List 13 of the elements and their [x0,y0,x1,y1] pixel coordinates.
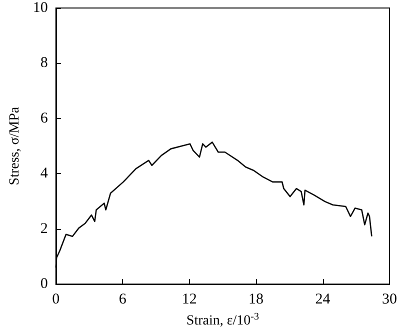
y-tick-label: 4 [40,166,48,182]
x-tick-label: 30 [382,292,397,308]
x-tick-label: 6 [118,292,127,308]
x-tick-label: 24 [315,292,331,308]
y-tick-label: 2 [40,220,48,237]
y-tick-label: 0 [40,276,48,292]
y-tick-label: 8 [40,55,48,72]
x-tick-label: 0 [52,292,60,308]
y-axis-title: Stress, σ/MPa [8,106,22,186]
x-tick-label: 12 [182,292,197,308]
x-tick-label: 18 [248,292,264,308]
y-tick-label: 6 [40,110,48,126]
y-tick-label: 10 [32,0,48,16]
